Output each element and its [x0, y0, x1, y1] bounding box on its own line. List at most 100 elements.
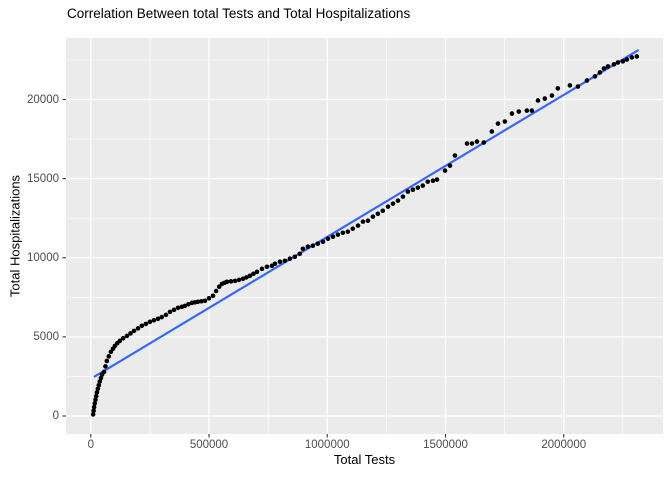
data-point	[259, 266, 265, 272]
y-tick-label: 20000	[27, 93, 59, 106]
data-point	[380, 208, 386, 214]
data-point	[597, 70, 603, 75]
data-point	[159, 314, 165, 320]
data-point	[410, 187, 416, 193]
data-point	[224, 279, 230, 285]
data-point	[481, 140, 487, 145]
data-point	[236, 277, 242, 283]
data-point	[615, 60, 621, 65]
data-point	[147, 319, 153, 325]
data-point	[167, 309, 173, 315]
data-point	[106, 354, 112, 359]
data-point	[117, 338, 123, 344]
data-point	[592, 74, 598, 79]
data-point	[345, 229, 351, 234]
data-point	[202, 298, 208, 304]
data-point	[360, 219, 366, 224]
data-point	[575, 84, 581, 89]
x-tick-label: 0	[87, 439, 94, 451]
y-axis-title: Total Hospitalizations	[7, 174, 23, 298]
data-point	[415, 185, 421, 190]
data-point	[489, 129, 495, 134]
data-point	[272, 261, 278, 267]
data-point	[292, 254, 298, 260]
data-point	[104, 358, 110, 364]
data-point	[264, 264, 270, 270]
data-point	[442, 168, 448, 173]
data-point	[206, 295, 212, 301]
data-point	[390, 201, 396, 206]
data-point	[542, 96, 548, 101]
data-point	[300, 246, 306, 252]
data-point	[601, 66, 607, 71]
data-point	[624, 57, 630, 62]
x-axis-title: Total Tests	[333, 452, 396, 467]
data-point	[385, 204, 391, 209]
data-point	[247, 273, 253, 279]
y-tick-label: 15000	[27, 172, 59, 185]
data-point	[605, 64, 611, 69]
data-point	[320, 239, 326, 245]
data-point	[96, 382, 102, 388]
data-point	[375, 211, 381, 217]
data-point	[310, 243, 316, 249]
data-point	[434, 177, 440, 182]
data-point	[93, 397, 98, 403]
data-point	[139, 323, 145, 329]
data-point	[425, 179, 431, 184]
data-point	[277, 259, 283, 265]
data-point	[151, 317, 157, 323]
data-point	[495, 121, 501, 126]
data-point	[232, 278, 238, 284]
data-point	[549, 93, 555, 98]
data-point	[97, 379, 103, 384]
data-point	[213, 288, 219, 294]
data-point	[611, 62, 617, 67]
data-point	[452, 153, 458, 158]
chart-title: Correlation Between total Tests and Tota…	[67, 6, 411, 21]
data-point	[131, 328, 137, 334]
data-point	[195, 299, 201, 305]
data-point	[95, 386, 101, 392]
data-point	[395, 198, 401, 203]
data-point	[90, 412, 96, 417]
x-tick-label: 2000000	[541, 439, 587, 451]
data-point	[143, 321, 149, 327]
data-point	[92, 401, 98, 406]
panel-background	[66, 38, 663, 434]
y-tick-label: 5000	[33, 330, 59, 343]
data-point	[629, 55, 635, 60]
data-point	[430, 178, 436, 183]
data-point	[447, 163, 453, 168]
y-tick-label: 10000	[27, 251, 59, 264]
data-point	[128, 331, 133, 336]
data-point	[175, 305, 181, 311]
data-point	[529, 108, 535, 113]
data-point	[469, 141, 475, 146]
data-point	[330, 234, 336, 240]
data-point	[524, 108, 530, 113]
data-point	[124, 333, 130, 339]
data-point	[199, 298, 204, 304]
data-point	[370, 214, 376, 219]
data-point	[103, 364, 108, 369]
data-point	[251, 271, 256, 277]
data-point	[210, 293, 216, 299]
data-point	[163, 312, 169, 318]
data-point	[244, 275, 249, 280]
data-point	[94, 390, 100, 395]
data-point	[355, 223, 361, 228]
data-point	[516, 109, 522, 114]
data-point	[509, 111, 515, 116]
data-point	[216, 284, 222, 290]
x-tick-label: 500000	[189, 439, 229, 451]
data-point	[340, 230, 346, 236]
data-point	[315, 241, 321, 246]
regression-line	[93, 49, 639, 378]
data-point	[335, 232, 341, 237]
data-point	[135, 326, 141, 331]
data-point	[584, 78, 590, 83]
data-point	[155, 316, 161, 322]
